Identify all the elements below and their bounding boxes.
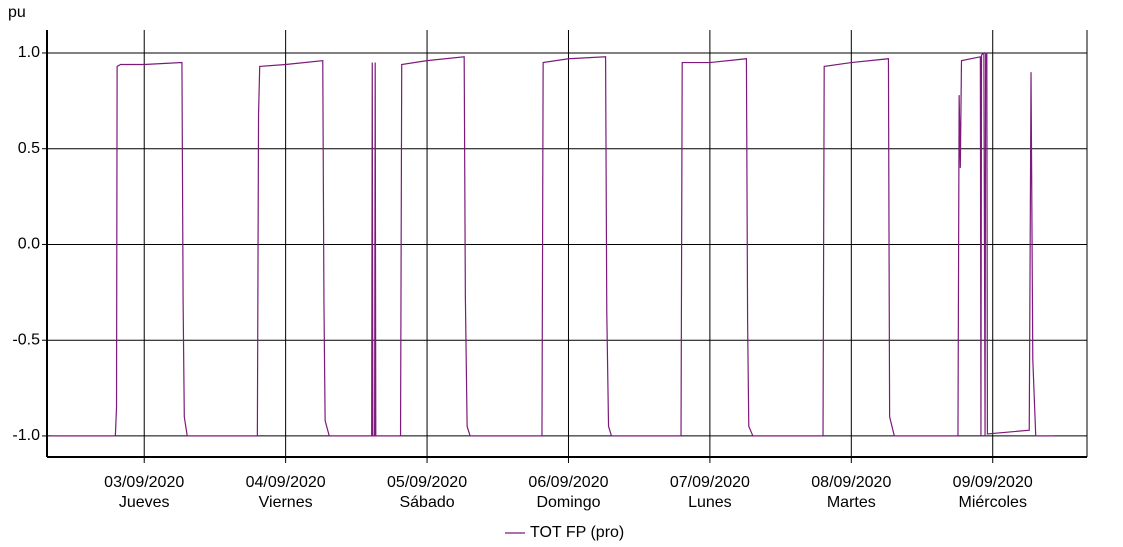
x-tick-sublabel: Martes <box>827 494 876 511</box>
legend-label: TOT FP (pro) <box>530 524 624 541</box>
x-tick-label: 06/09/2020 <box>528 474 608 491</box>
x-tick-sublabel: Domingo <box>536 494 600 511</box>
y-tick-label: -1.0 <box>12 427 40 444</box>
y-tick-label: -0.5 <box>12 331 40 348</box>
x-tick-label: 07/09/2020 <box>670 474 750 491</box>
x-tick-sublabel: Sábado <box>399 494 454 511</box>
x-tick-label: 09/09/2020 <box>953 474 1033 491</box>
x-tick-label: 05/09/2020 <box>387 474 467 491</box>
data-line <box>50 51 1055 437</box>
y-tick-label: 1.0 <box>18 44 40 61</box>
x-tick-label: 03/09/2020 <box>104 474 184 491</box>
y-tick-label: 0.5 <box>18 140 40 157</box>
y-axis-label: pu <box>8 4 26 21</box>
x-tick-sublabel: Miércoles <box>958 494 1026 511</box>
x-tick-label: 04/09/2020 <box>246 474 326 491</box>
x-tick-sublabel: Viernes <box>259 494 313 511</box>
x-tick-sublabel: Jueves <box>119 494 170 511</box>
y-tick-label: 0.0 <box>18 236 40 253</box>
x-tick-sublabel: Lunes <box>688 494 732 511</box>
x-tick-label: 08/09/2020 <box>811 474 891 491</box>
